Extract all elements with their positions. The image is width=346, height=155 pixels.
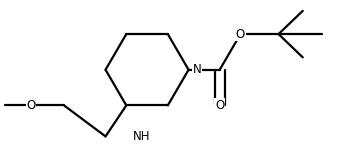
Text: N: N [193, 63, 202, 76]
Text: O: O [27, 99, 36, 112]
Text: O: O [215, 99, 224, 112]
Text: NH: NH [133, 130, 150, 143]
Text: O: O [236, 28, 245, 41]
